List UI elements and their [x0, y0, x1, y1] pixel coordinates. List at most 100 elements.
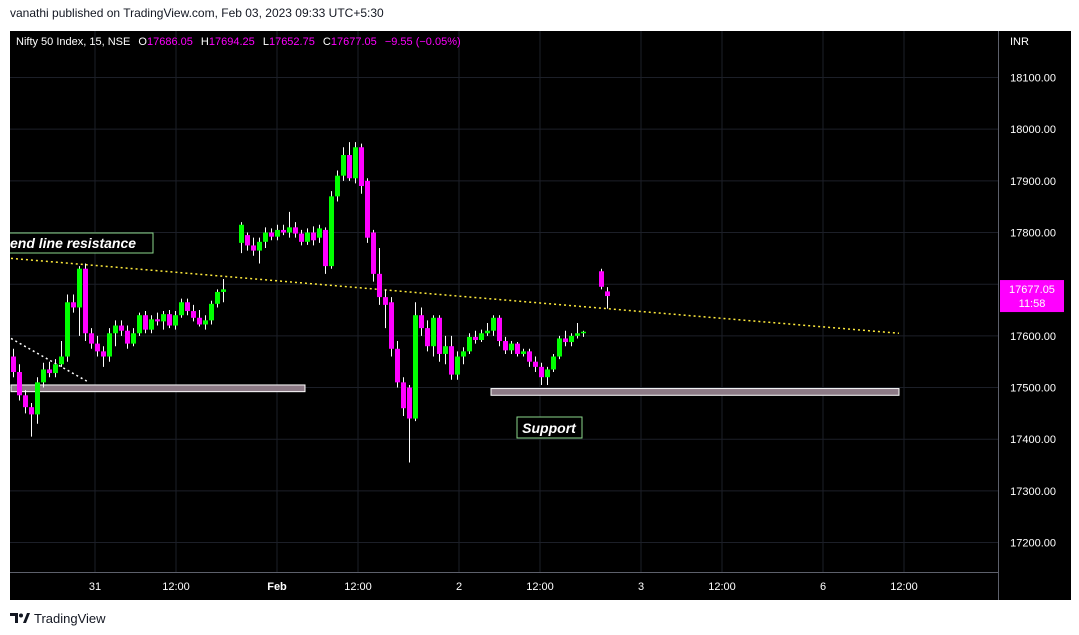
candle [497, 315, 502, 347]
candle [455, 351, 460, 380]
candle [287, 211, 292, 238]
candle [581, 330, 586, 337]
candle [365, 178, 370, 243]
candle [215, 289, 220, 308]
candle [335, 170, 340, 202]
candle [293, 222, 298, 238]
publisher-line: vanathi published on TradingView.com, Fe… [10, 6, 384, 20]
candle [209, 300, 214, 325]
time-axis-ticks: 31 12:00 Feb 12:00 2 12:00 3 12:00 6 12:00 [89, 581, 918, 593]
y-tick-label: 18000.00 [1010, 124, 1056, 136]
candle [155, 312, 160, 326]
footer: TradingView [10, 608, 106, 628]
change-value: −9.55 (−0.05%) [385, 36, 461, 48]
candle [221, 279, 226, 303]
candle [539, 362, 544, 385]
close-value: 17677.05 [331, 36, 377, 48]
candle [371, 229, 376, 282]
candle [347, 142, 352, 181]
support-zone [10, 384, 306, 393]
y-tick-label: 17800.00 [1010, 228, 1056, 240]
chart-area[interactable]: end line resistance Support 17200.00 1730… [10, 31, 1071, 600]
candle [299, 229, 304, 246]
x-tick-label: 6 [820, 581, 826, 593]
candle [149, 315, 154, 334]
candle [113, 320, 118, 347]
candle [461, 347, 466, 365]
candle [167, 310, 172, 329]
candle [311, 226, 316, 246]
high-label: H [201, 36, 209, 48]
candle [413, 302, 418, 422]
x-tick-label: 12:00 [890, 581, 918, 593]
candle [317, 224, 322, 243]
candle [329, 191, 334, 269]
support-annotation: Support [516, 416, 583, 439]
candle [383, 289, 388, 329]
candle [185, 298, 190, 316]
candle [131, 328, 136, 347]
x-tick-label: Feb [267, 581, 287, 593]
candle [275, 224, 280, 241]
candle [521, 348, 526, 357]
candle [245, 232, 250, 251]
candle [575, 322, 580, 339]
candles [11, 142, 610, 463]
y-tick-label: 17900.00 [1010, 176, 1056, 188]
candle [239, 222, 244, 254]
candle [527, 348, 532, 367]
currency-label: INR [1010, 36, 1029, 48]
candle [161, 311, 166, 330]
candle [563, 330, 568, 347]
candle [407, 384, 412, 463]
y-tick-label: 17300.00 [1010, 486, 1056, 498]
candlestick-chart[interactable]: end line resistance Support 17200.00 1730… [10, 31, 1071, 600]
candle [89, 328, 94, 349]
footer-brand: TradingView [34, 610, 106, 626]
resistance-annotation: end line resistance [10, 232, 154, 254]
candle [425, 320, 430, 352]
y-tick-label: 18100.00 [1010, 73, 1056, 85]
candle [401, 377, 406, 416]
support-label: Support [522, 420, 577, 436]
candle [431, 315, 436, 357]
candle [269, 228, 274, 241]
low-value: 17652.75 [269, 36, 315, 48]
x-tick-label: 3 [638, 581, 644, 593]
symbol-name: Nifty 50 Index, 15, NSE [16, 36, 130, 48]
candle [17, 364, 22, 401]
candle [557, 335, 562, 360]
candle [53, 359, 58, 378]
tradingview-logo-icon [10, 613, 30, 623]
bar-countdown: 11:58 [1019, 298, 1046, 310]
candle [59, 341, 64, 367]
price-axis[interactable] [999, 31, 1071, 600]
x-tick-label: 12:00 [162, 581, 190, 593]
candle [485, 322, 490, 336]
candle [35, 377, 40, 424]
candle [197, 310, 202, 327]
zones [10, 384, 900, 396]
candle [437, 315, 442, 362]
open-label: O [138, 36, 147, 48]
candle [503, 336, 508, 354]
candle [353, 142, 358, 184]
support-zone [490, 388, 900, 396]
candle [569, 333, 574, 347]
candle [359, 143, 364, 194]
open-value: 17686.05 [147, 36, 193, 48]
y-tick-label: 17200.00 [1010, 538, 1056, 550]
high-value: 17694.25 [209, 36, 255, 48]
candle [179, 298, 184, 318]
last-price-value: 17677.05 [1009, 284, 1055, 296]
candle [545, 366, 550, 385]
x-tick-label: 12:00 [526, 581, 554, 593]
grid [10, 31, 998, 572]
candle [23, 390, 28, 414]
candle [107, 328, 112, 362]
candle [137, 312, 142, 336]
candle [599, 268, 604, 290]
candle [377, 248, 382, 305]
candle [281, 224, 286, 236]
candle [95, 335, 100, 357]
